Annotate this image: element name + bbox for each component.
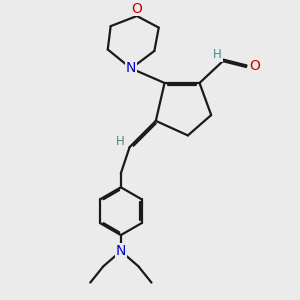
Text: O: O xyxy=(131,2,142,16)
Text: H: H xyxy=(116,135,125,148)
Text: N: N xyxy=(126,61,136,75)
Text: H: H xyxy=(213,48,222,61)
Text: N: N xyxy=(116,244,126,258)
Text: O: O xyxy=(249,58,260,73)
